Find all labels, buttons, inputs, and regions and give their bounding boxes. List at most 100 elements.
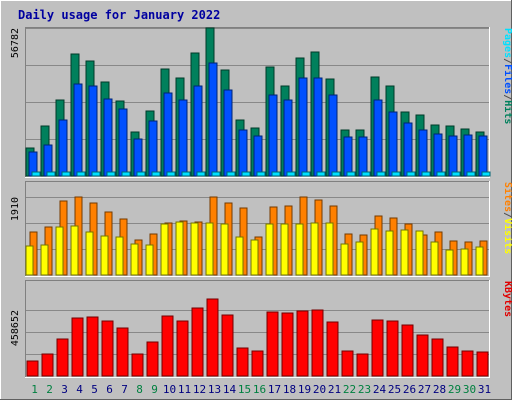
bar-sites-2 xyxy=(40,244,49,276)
x-tick-label: 27 xyxy=(418,383,431,396)
bar-files-13 xyxy=(208,62,218,177)
bar-sites-14 xyxy=(220,223,229,276)
x-tick-label: 5 xyxy=(91,383,98,396)
bar-pages-27 xyxy=(421,171,431,177)
legend-entry: Files xyxy=(502,64,512,94)
bar-sites-8 xyxy=(130,243,139,276)
series-kbytes xyxy=(26,298,489,377)
bar-files-5 xyxy=(88,85,98,177)
bar-pages-20 xyxy=(316,171,326,177)
panel-legend: Pages/Files/Hits xyxy=(502,28,512,124)
bar-pages-1 xyxy=(31,171,41,177)
y-tick-label: 458652 xyxy=(10,310,21,346)
bar-files-16 xyxy=(253,135,263,177)
x-tick-label: 14 xyxy=(223,383,237,396)
bar-kbytes-18 xyxy=(281,312,294,377)
bar-sites-1 xyxy=(25,245,34,276)
bar-sites-31 xyxy=(475,246,484,276)
bar-kbytes-21 xyxy=(326,321,339,377)
x-tick-label: 10 xyxy=(163,383,176,396)
y-tick-label: 56782 xyxy=(10,28,21,58)
bar-files-26 xyxy=(403,122,413,177)
bar-pages-24 xyxy=(376,171,386,177)
x-tick-label: 7 xyxy=(121,383,128,396)
bar-pages-16 xyxy=(256,171,266,177)
bar-kbytes-10 xyxy=(161,315,174,377)
x-tick-label: 9 xyxy=(151,383,158,396)
bar-files-27 xyxy=(418,129,428,177)
bar-sites-18 xyxy=(280,223,289,276)
bar-sites-16 xyxy=(250,239,259,276)
bar-sites-22 xyxy=(340,243,349,276)
bar-files-7 xyxy=(118,108,128,177)
bar-kbytes-20 xyxy=(311,309,324,377)
bar-pages-11 xyxy=(181,171,191,177)
bar-kbytes-15 xyxy=(236,347,249,377)
bar-kbytes-27 xyxy=(416,334,429,377)
bar-files-17 xyxy=(268,94,278,177)
bar-kbytes-4 xyxy=(71,317,84,377)
bar-kbytes-12 xyxy=(191,307,204,377)
bar-pages-7 xyxy=(121,171,131,177)
bar-sites-7 xyxy=(115,236,124,276)
panel-legend: KBytes xyxy=(502,281,512,317)
bar-sites-27 xyxy=(415,230,424,276)
bar-files-4 xyxy=(73,83,83,177)
bar-kbytes-17 xyxy=(266,311,279,377)
bar-pages-28 xyxy=(436,171,446,177)
bar-kbytes-6 xyxy=(101,320,114,377)
legend-entry: Sites xyxy=(502,182,512,212)
bar-files-28 xyxy=(433,133,443,177)
bar-pages-15 xyxy=(241,171,251,177)
bar-kbytes-24 xyxy=(371,319,384,377)
x-tick-label: 17 xyxy=(268,383,281,396)
x-tick-label: 19 xyxy=(298,383,311,396)
bar-sites-13 xyxy=(205,222,214,276)
bar-files-15 xyxy=(238,129,248,177)
series-files xyxy=(28,62,488,177)
x-tick-label: 11 xyxy=(178,383,191,396)
bar-sites-6 xyxy=(100,235,109,276)
series-pages xyxy=(31,171,491,177)
x-tick-label: 31 xyxy=(478,383,491,396)
legend-entry: / xyxy=(502,58,512,64)
bar-pages-17 xyxy=(271,171,281,177)
bar-files-20 xyxy=(313,77,323,177)
bar-pages-9 xyxy=(151,171,161,177)
bar-kbytes-1 xyxy=(26,360,39,377)
bar-sites-20 xyxy=(310,222,319,276)
bar-sites-17 xyxy=(265,223,274,276)
x-tick-label: 6 xyxy=(106,383,113,396)
bar-kbytes-2 xyxy=(41,353,54,377)
bar-kbytes-3 xyxy=(56,338,69,377)
bar-files-11 xyxy=(178,99,188,177)
bar-pages-6 xyxy=(106,171,116,177)
panel-kbytes: 458652 KBytes xyxy=(10,280,512,378)
x-tick-label: 1 xyxy=(31,383,38,396)
bar-files-18 xyxy=(283,99,293,177)
bar-files-29 xyxy=(448,135,458,177)
legend-entry: Pages xyxy=(502,28,512,58)
bar-sites-4 xyxy=(70,225,79,276)
x-tick-label: 13 xyxy=(208,383,221,396)
bar-sites-28 xyxy=(430,241,439,276)
x-tick-label: 23 xyxy=(358,383,371,396)
bar-files-2 xyxy=(43,144,53,177)
bar-sites-15 xyxy=(235,236,244,276)
x-tick-label: 15 xyxy=(238,383,251,396)
bar-sites-3 xyxy=(55,226,64,276)
bar-kbytes-14 xyxy=(221,314,234,377)
bar-pages-26 xyxy=(406,171,416,177)
bar-pages-18 xyxy=(286,171,296,177)
bar-files-10 xyxy=(163,92,173,177)
series-sites xyxy=(25,221,484,276)
bar-kbytes-31 xyxy=(476,351,489,377)
bar-kbytes-7 xyxy=(116,327,129,377)
bar-files-23 xyxy=(358,136,368,177)
bar-pages-23 xyxy=(361,171,371,177)
bar-files-21 xyxy=(328,94,338,177)
bar-files-8 xyxy=(133,138,143,177)
x-tick-label: 26 xyxy=(403,383,416,396)
